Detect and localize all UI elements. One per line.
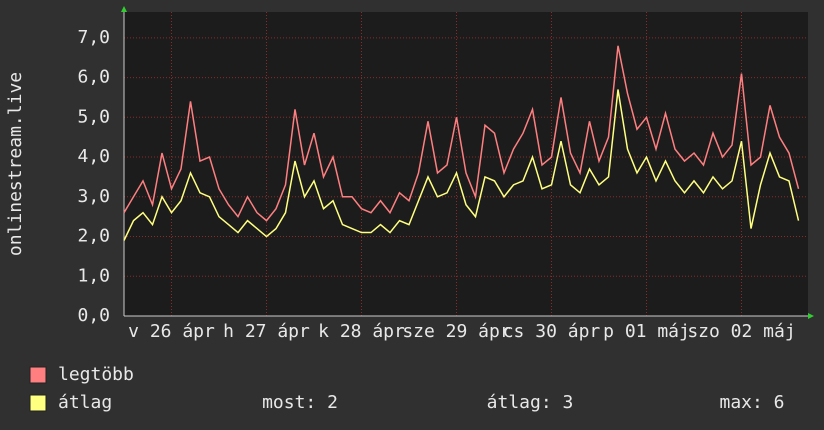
- x-tick-label: k 28 ápr: [318, 321, 405, 342]
- x-tick-label: cs 30 ápr: [503, 321, 601, 342]
- axis-arrow: [808, 313, 814, 319]
- series-line: [123, 89, 800, 241]
- legend-stat: most: 2: [262, 392, 338, 413]
- y-tick-label: 6,0: [77, 67, 110, 88]
- series-line: [123, 45, 800, 222]
- y-tick-label: 4,0: [77, 146, 110, 167]
- x-tick-label: h 27 ápr: [223, 321, 310, 342]
- y-tick-label: 7,0: [77, 27, 110, 48]
- legend-stat: max: 6: [719, 392, 784, 413]
- x-tick-label: szo 02 máj: [687, 321, 795, 342]
- legend-label: átlag: [58, 392, 112, 413]
- legend-label: legtöbb: [58, 364, 134, 385]
- x-tick-label: p 01 máj: [603, 321, 690, 342]
- legend-stat: átlag: 3: [487, 392, 574, 413]
- x-tick-label: sze 29 ápr: [402, 321, 511, 342]
- y-tick-label: 3,0: [77, 186, 110, 207]
- legend-swatch: [29, 394, 47, 412]
- y-tick-label: 5,0: [77, 106, 110, 127]
- plot-area: [124, 12, 808, 316]
- y-tick-label: 1,0: [77, 265, 110, 286]
- y-axis-label: onlinestream.live: [5, 72, 26, 256]
- axis-arrow: [121, 6, 127, 12]
- x-tick-label: v 26 ápr: [128, 321, 215, 342]
- y-tick-label: 2,0: [77, 226, 110, 247]
- legend-swatch: [29, 366, 47, 384]
- y-tick-label: 0,0: [77, 305, 110, 326]
